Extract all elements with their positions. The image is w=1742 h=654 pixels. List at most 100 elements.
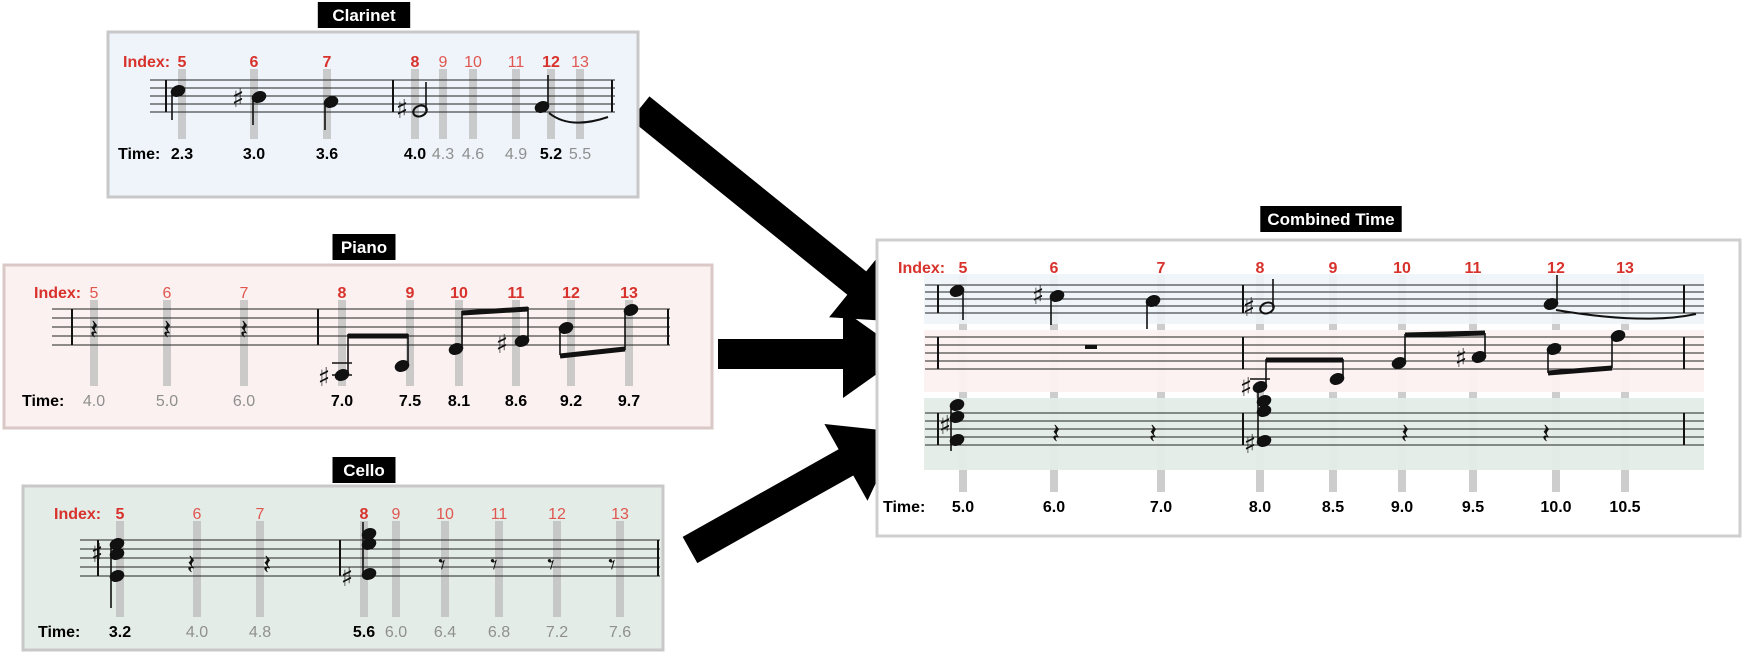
index-label: Index: [123, 54, 170, 71]
index-value: 9 [392, 506, 401, 523]
clarinet-title: Clarinet [318, 2, 410, 28]
quarter-rest-glyph: 𝄽 [1401, 417, 1410, 450]
index-value: 6 [250, 54, 259, 71]
index-value: 11 [1465, 260, 1482, 277]
cello-title: Cello [333, 457, 396, 483]
panel-piano: PianoIndex:Time:5 6 7 8 9 10 11 12 134.0 5.0 6.0 7.… [4, 234, 712, 428]
quarter-rest-glyph: 𝄽 [1149, 417, 1158, 450]
time-value: 10.0 [1540, 499, 1571, 516]
time-value: 7.6 [609, 624, 631, 641]
quarter-rest-glyph: 𝄽 [187, 548, 196, 581]
time-value: 9.7 [618, 393, 640, 410]
index-value: 10 [436, 506, 454, 523]
index-value: 8 [1256, 260, 1265, 277]
index-label: Index: [898, 260, 945, 277]
panel-title: Piano [341, 238, 387, 257]
beam [1405, 333, 1485, 335]
time-value: 7.5 [399, 393, 421, 410]
eighth-rest-glyph: 𝄾 [547, 548, 554, 581]
index-value: 12 [562, 285, 580, 302]
eighth-rest-glyph: 𝄾 [438, 548, 445, 581]
index-value: 9 [1329, 260, 1338, 277]
index-value: 9 [439, 54, 448, 71]
eighth-rest-glyph: 𝄾 [490, 548, 497, 581]
time-value: 8.6 [505, 393, 527, 410]
index-value: 5 [116, 506, 125, 523]
time-value: 7.2 [546, 624, 568, 641]
time-value: 3.0 [243, 146, 265, 163]
sharp-glyph: ♯ [318, 363, 331, 393]
index-value: 11 [508, 285, 525, 302]
index-value: 9 [406, 285, 415, 302]
index-value: 10 [450, 285, 468, 302]
index-value: 12 [1547, 260, 1565, 277]
index-value: 8 [338, 285, 347, 302]
index-value: 12 [542, 54, 560, 71]
index-value: 7 [323, 54, 332, 71]
time-value: 4.0 [186, 624, 208, 641]
time-value: 4.6 [462, 146, 484, 163]
sharp-glyph: ♯ [341, 563, 354, 593]
time-value: 9.5 [1462, 499, 1484, 516]
time-value: 7.0 [1150, 499, 1172, 516]
sharp-glyph: ♯ [91, 539, 104, 569]
piano-panel-frame [4, 265, 712, 428]
sharp-glyph: ♯ [939, 411, 952, 441]
time-value: 4.0 [404, 146, 426, 163]
eighth-rest-glyph: 𝄾 [608, 548, 615, 581]
sharp-glyph: ♯ [1240, 373, 1253, 403]
time-value: 4.9 [505, 146, 527, 163]
index-label: Index: [34, 285, 81, 302]
index-value: 13 [571, 54, 589, 71]
index-value: 6 [193, 506, 202, 523]
index-value: 10 [1393, 260, 1411, 277]
index-value: 6 [163, 285, 172, 302]
sharp-glyph: ♯ [1243, 293, 1256, 323]
time-value: 7.0 [331, 393, 353, 410]
index-value: 7 [1157, 260, 1166, 277]
piano-title: Piano [333, 234, 396, 260]
panel-combined: Combined Time Index: Time: 5 6 7 8 9 10 11 12 13 5.0… [877, 206, 1740, 536]
quarter-rest-glyph: 𝄽 [263, 548, 272, 581]
time-value: 9.0 [1391, 499, 1413, 516]
index-value: 11 [491, 506, 508, 523]
index-value: 5 [90, 285, 99, 302]
quarter-rest-glyph: 𝄽 [240, 313, 249, 346]
time-label: Time: [38, 624, 80, 641]
panel-title: Combined Time [1267, 210, 1394, 229]
time-value: 5.5 [569, 146, 591, 163]
index-value: 11 [508, 54, 525, 71]
index-value: 5 [178, 54, 187, 71]
panel-title: Cello [343, 461, 385, 480]
sharp-glyph: ♯ [496, 330, 509, 360]
index-value: 5 [959, 260, 968, 277]
sharp-glyph: ♯ [1455, 344, 1468, 374]
time-label: Time: [118, 146, 160, 163]
alignment-guide [392, 521, 400, 617]
index-value: 7 [240, 285, 249, 302]
cello-band [924, 398, 1704, 470]
index-value: 13 [620, 285, 638, 302]
time-value: 4.0 [83, 393, 105, 410]
panel-cello: CelloIndex:Time:5 6 7 8 9 10 11 12 133.2 4.0 4.8 5.… [23, 457, 663, 650]
alignment-guide [567, 300, 575, 386]
index-value: 13 [1616, 260, 1634, 277]
time-label: Time: [883, 499, 925, 516]
combined-title: Combined Time [1260, 206, 1401, 232]
time-value: 8.0 [1249, 499, 1271, 516]
index-label: Index: [54, 506, 101, 523]
time-value: 6.0 [233, 393, 255, 410]
time-value: 2.3 [171, 146, 193, 163]
index-value: 6 [1050, 260, 1059, 277]
panel-title: Clarinet [332, 6, 396, 25]
time-value: 6.0 [385, 624, 407, 641]
index-value: 12 [548, 506, 566, 523]
time-value: 5.6 [353, 624, 375, 641]
time-value: 6.0 [1043, 499, 1065, 516]
whole-rest-glyph [1085, 345, 1097, 349]
time-value: 4.8 [249, 624, 271, 641]
time-value: 3.2 [109, 624, 131, 641]
index-value: 8 [411, 54, 420, 71]
alignment-guide [116, 521, 124, 617]
